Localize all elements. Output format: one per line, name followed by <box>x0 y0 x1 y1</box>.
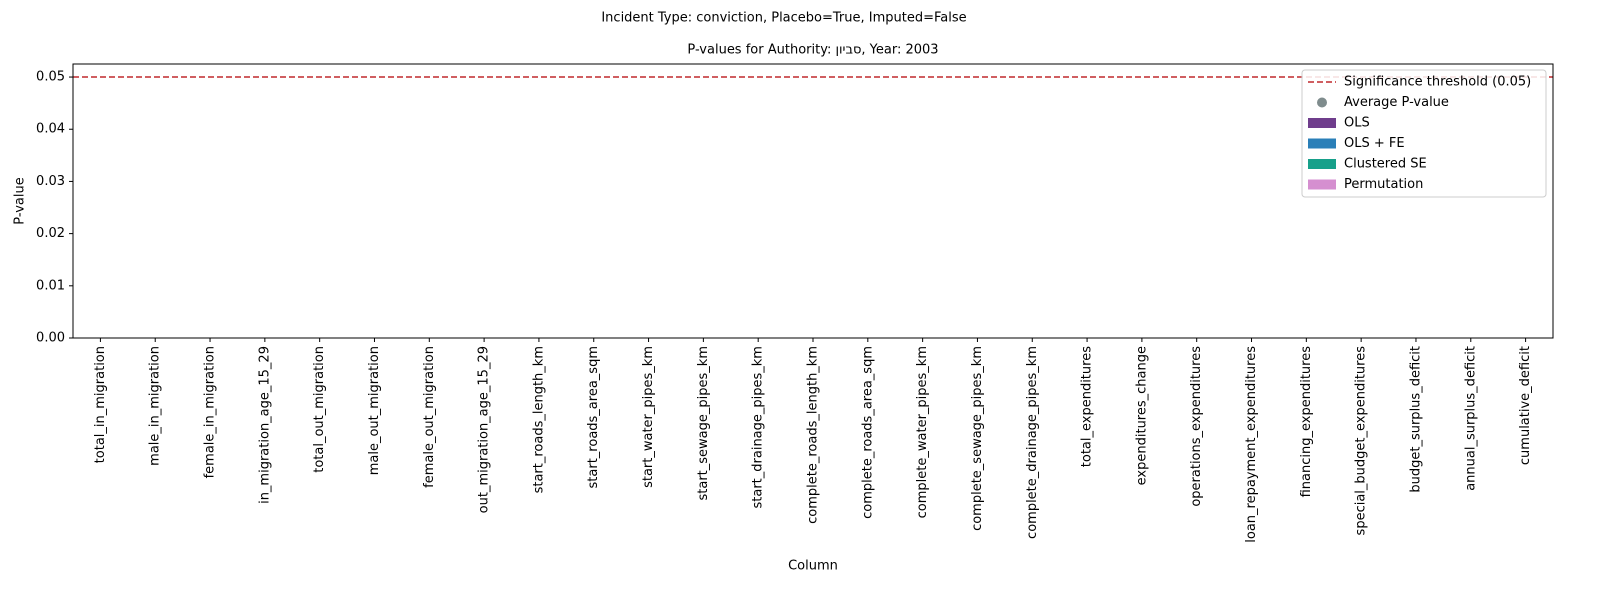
x-tick-label: budget_surplus_deficit <box>1408 346 1423 493</box>
x-axis-label: Column <box>788 559 838 574</box>
x-tick-label: female_out_migration <box>422 346 437 488</box>
legend-swatch <box>1317 97 1327 108</box>
suptitle: Incident Type: conviction, Placebo=True,… <box>601 11 966 26</box>
x-tick-label: complete_roads_length_km <box>806 346 821 524</box>
y-axis-label: P-value <box>13 177 28 224</box>
legend-label: Significance threshold (0.05) <box>1344 75 1531 90</box>
y-tick-label: 0.05 <box>36 70 65 85</box>
x-tick-label: complete_water_pipes_km <box>915 346 930 518</box>
x-tick-label: start_roads_area_sqm <box>586 346 601 488</box>
x-tick-label: complete_drainage_pipes_km <box>1025 346 1040 539</box>
x-tick-label: annual_surplus_deficit <box>1463 346 1478 491</box>
x-tick-label: financing_expenditures <box>1299 346 1314 498</box>
x-tick-label: start_water_pipes_km <box>641 346 656 488</box>
legend-box <box>1301 69 1547 198</box>
y-tick-label: 0.03 <box>36 174 65 189</box>
legend-swatch <box>1308 159 1336 169</box>
y-tick-label: 0.02 <box>36 226 65 241</box>
x-tick-label: start_roads_length_km <box>531 346 546 493</box>
legend-swatch <box>1308 179 1336 190</box>
x-tick-label: special_budget_expenditures <box>1354 346 1369 536</box>
x-tick-label: female_in_migration <box>203 346 218 478</box>
x-tick-label: total_expenditures <box>1080 346 1095 467</box>
legend-label: Permutation <box>1344 177 1423 192</box>
x-tick-label: complete_sewage_pipes_km <box>970 346 985 531</box>
y-tick-label: 0.04 <box>36 122 65 137</box>
legend-label: OLS <box>1344 116 1370 131</box>
chart-title: P-values for Authority: סביון, Year: 200… <box>687 43 938 58</box>
x-tick-label: out_migration_age_15_29 <box>477 346 492 513</box>
x-tick-label: complete_roads_area_sqm <box>860 346 875 519</box>
x-tick-label: cumulative_deficit <box>1518 346 1533 465</box>
legend-label: OLS + FE <box>1344 136 1405 151</box>
x-tick-label: in_migration_age_15_29 <box>257 346 272 504</box>
legend-label: Average P-value <box>1344 95 1449 110</box>
legend-label: Clustered SE <box>1344 157 1427 172</box>
x-tick-label: operations_expenditures <box>1189 346 1204 507</box>
plot-frame <box>72 63 1554 339</box>
y-tick-label: 0.00 <box>36 331 65 346</box>
x-tick-label: male_out_migration <box>367 346 382 475</box>
x-tick-label: loan_repayment_expenditures <box>1244 346 1259 543</box>
x-tick-label: total_in_migration <box>93 346 108 463</box>
x-tick-label: start_drainage_pipes_km <box>751 346 766 509</box>
x-tick-label: start_sewage_pipes_km <box>696 346 711 500</box>
x-tick-label: male_in_migration <box>148 346 163 466</box>
x-tick-label: total_out_migration <box>312 346 327 473</box>
legend-swatch <box>1308 118 1336 128</box>
x-tick-label: expenditures_change <box>1134 346 1149 485</box>
y-tick-label: 0.01 <box>36 278 65 293</box>
legend-swatch <box>1308 138 1336 149</box>
